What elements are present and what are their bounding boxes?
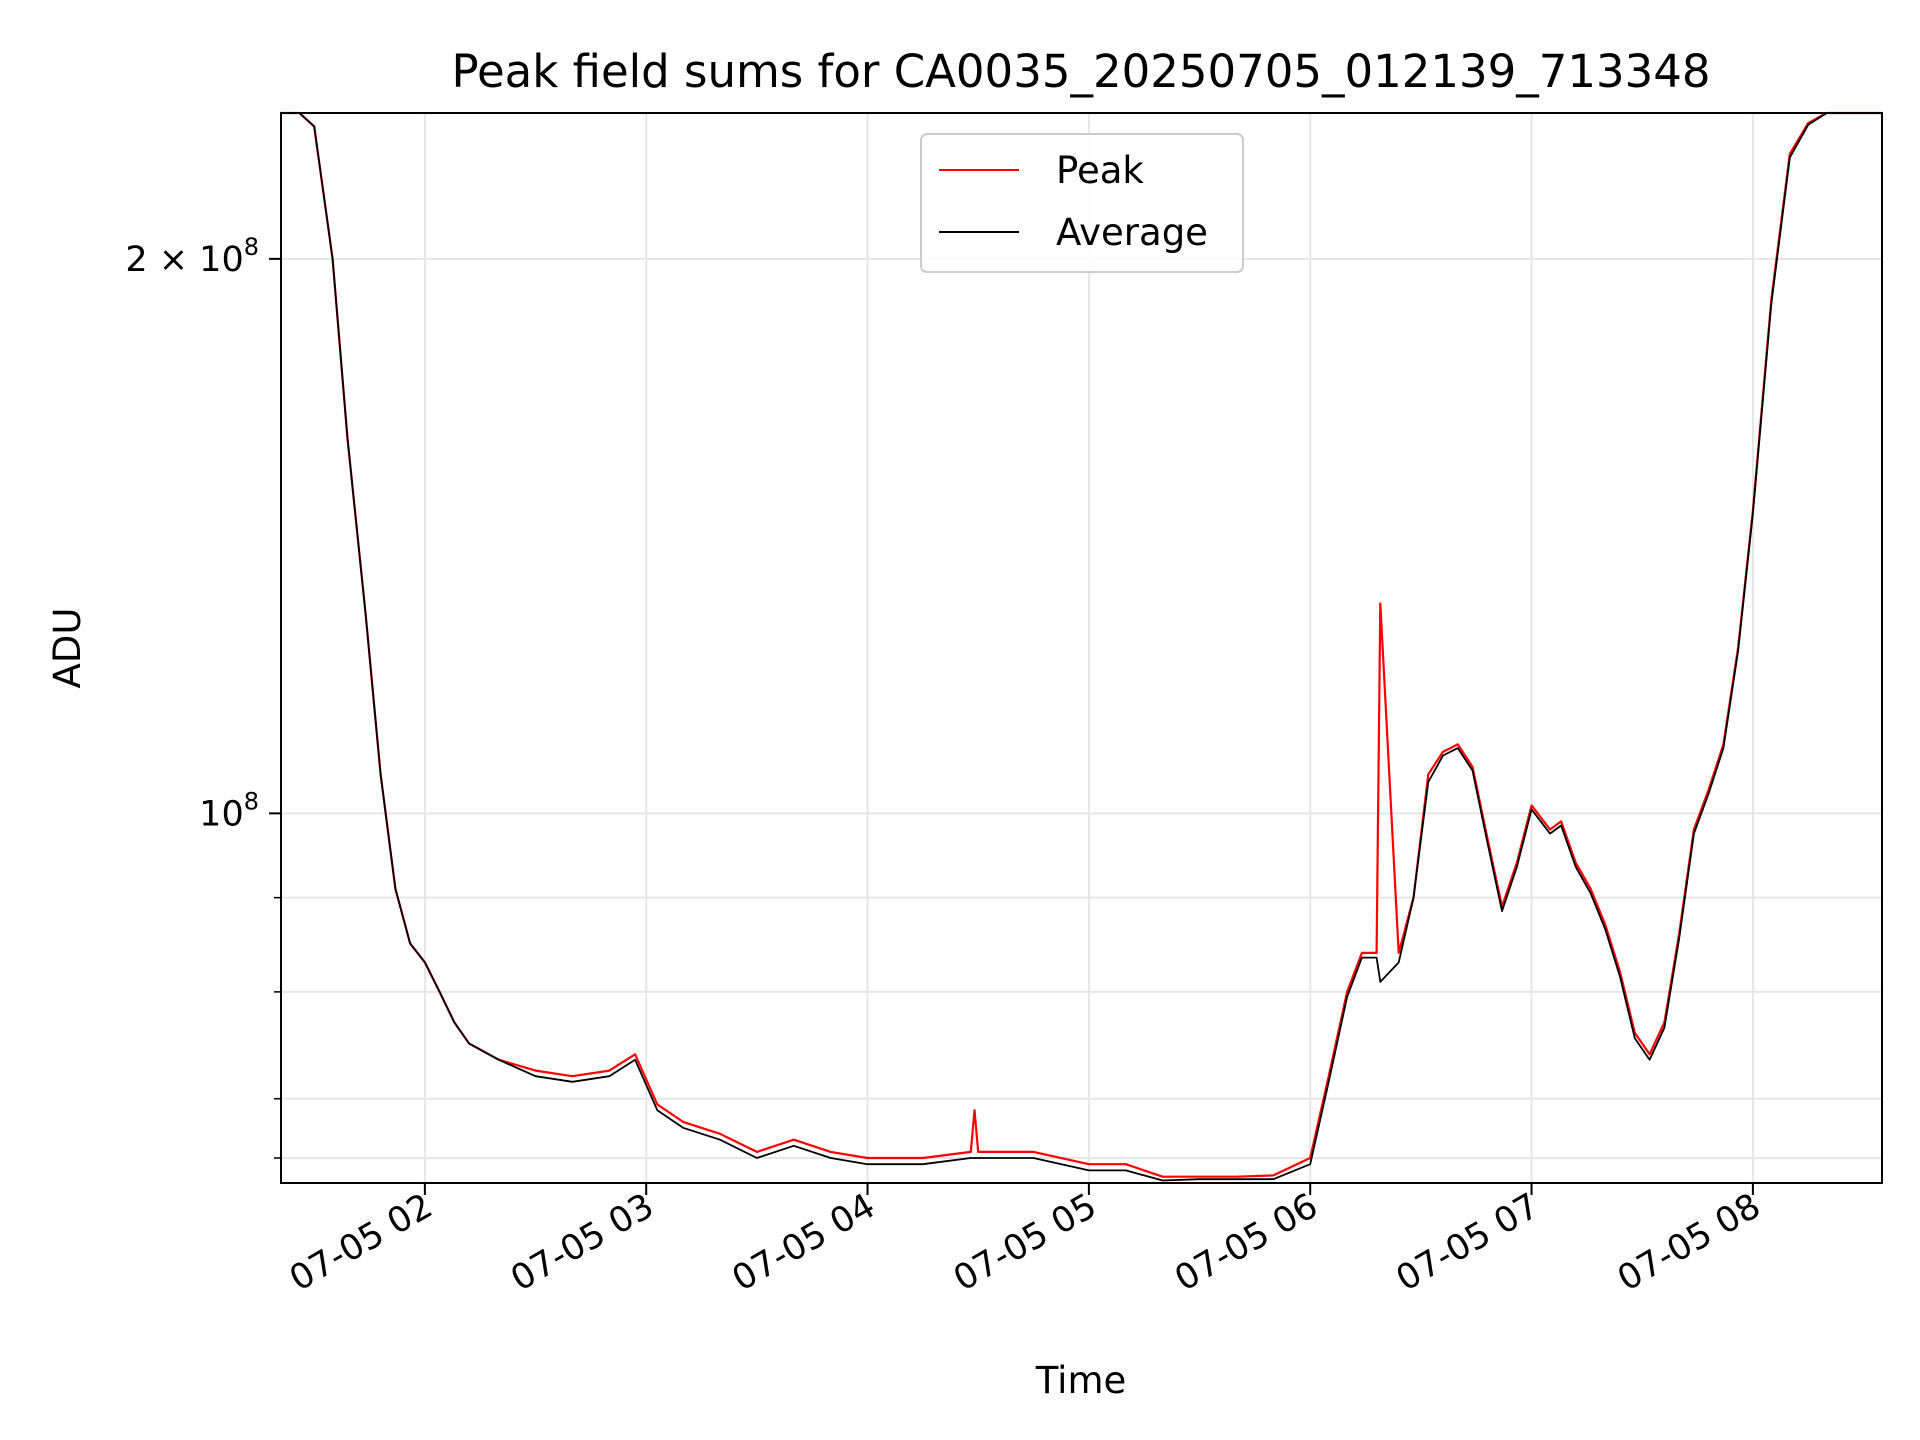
grid — [281, 113, 1882, 1183]
y-axis-label: ADU — [46, 608, 89, 689]
x-tick-label: 07-05 06 — [1168, 1186, 1324, 1299]
x-tick-label: 07-05 07 — [1390, 1186, 1546, 1299]
y-axis: 108 2 × 108 — [125, 233, 281, 1159]
chart-title: Peak field sums for CA0035_20250705_0121… — [451, 45, 1710, 98]
x-tick-label: 07-05 03 — [504, 1186, 660, 1299]
legend: Peak Average — [920, 133, 1244, 273]
x-axis: 07-05 02 07-05 03 07-05 04 07-05 05 07-05 06… — [283, 1183, 1767, 1299]
series-line-average — [281, 112, 1882, 1182]
series-layer — [281, 111, 1882, 1182]
x-tick-label: 07-05 08 — [1611, 1186, 1767, 1299]
legend-box — [920, 133, 1244, 273]
x-axis-label: Time — [1035, 1359, 1127, 1402]
x-tick-label: 07-05 04 — [726, 1186, 882, 1299]
legend-label: Average — [1056, 211, 1208, 254]
y-tick-label: 2 × 108 — [125, 233, 259, 280]
x-tick-label: 07-05 02 — [283, 1186, 439, 1299]
x-tick-label: 07-05 05 — [947, 1186, 1103, 1299]
y-tick-label: 108 — [199, 787, 259, 834]
plot-frame — [280, 112, 1883, 1184]
legend-label: Peak — [1056, 149, 1144, 192]
